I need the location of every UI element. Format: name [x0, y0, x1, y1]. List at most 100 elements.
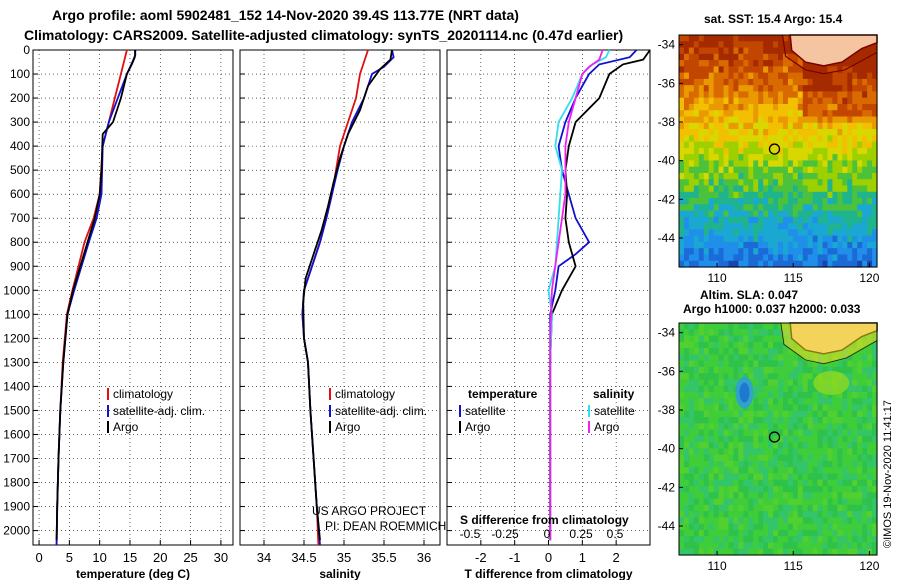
- map-cell: [847, 398, 853, 406]
- map-cell: [817, 504, 824, 512]
- map-cell: [773, 529, 779, 537]
- map-cell: [688, 172, 695, 180]
- map-cell: [827, 404, 834, 412]
- map-cell: [733, 216, 739, 224]
- map-cell: [713, 348, 720, 355]
- map-cell: [862, 366, 868, 374]
- map-cell: [797, 210, 804, 218]
- map-cell: [683, 373, 690, 381]
- map-cell: [738, 229, 744, 237]
- map-cell: [768, 41, 774, 49]
- map-cell: [837, 166, 843, 174]
- map-cell: [768, 536, 774, 544]
- map-cell: [817, 398, 824, 406]
- map-cell: [718, 141, 725, 149]
- map-cell: [787, 423, 794, 431]
- map-cell: [718, 35, 725, 42]
- map-cell: [718, 335, 725, 343]
- map-cell: [807, 198, 814, 205]
- map-cell: [698, 360, 705, 368]
- map-cell: [862, 185, 868, 193]
- map-cell: [862, 391, 868, 399]
- map-cell: [792, 467, 799, 475]
- map-cell: [738, 460, 744, 468]
- map-cell: [827, 504, 834, 512]
- map-cell: [718, 511, 725, 518]
- map-cell: [822, 423, 829, 431]
- map-cell: [698, 85, 705, 93]
- map-cell: [713, 404, 720, 412]
- map-cell: [852, 517, 858, 525]
- map-cell: [693, 448, 700, 456]
- map-cell: [797, 498, 804, 506]
- map-cell: [847, 467, 853, 475]
- map-cell: [748, 204, 754, 212]
- map-cell: [872, 435, 878, 443]
- map-cell: [773, 442, 779, 450]
- map-cell: [728, 391, 735, 399]
- map-cell: [743, 41, 749, 49]
- map-cell: [708, 548, 715, 556]
- legend-t-satellite-label: satellite: [465, 404, 506, 418]
- map-cell: [857, 254, 863, 262]
- map-cell: [857, 241, 863, 249]
- map-cell: [773, 517, 779, 525]
- map-cell: [807, 429, 814, 437]
- map-cell: [837, 78, 843, 86]
- map-cell: [738, 185, 744, 193]
- map-cell: [847, 254, 853, 262]
- map-cell: [782, 72, 789, 80]
- map-cell: [787, 191, 794, 199]
- map-cell: [743, 129, 749, 136]
- map-cell: [733, 147, 739, 155]
- map-cell: [713, 536, 720, 544]
- map-cell: [778, 147, 784, 155]
- map-cell: [688, 423, 695, 431]
- map-cell: [758, 110, 764, 118]
- map-cell: [748, 216, 754, 224]
- map-cell: [683, 191, 690, 199]
- map-cell: [832, 198, 838, 205]
- map-cell: [822, 473, 829, 481]
- map-cell: [773, 172, 779, 180]
- map-cell: [679, 523, 685, 531]
- map-cell: [713, 97, 720, 105]
- map-cell: [763, 204, 769, 212]
- map-cell: [817, 72, 824, 80]
- map-cell: [728, 517, 735, 525]
- map-cell: [703, 442, 710, 450]
- map-cell: [778, 248, 784, 256]
- map-cell: [679, 254, 685, 262]
- map-cell: [683, 529, 690, 537]
- map-cell: [822, 454, 829, 462]
- map-cell: [758, 486, 764, 493]
- map-cell: [802, 260, 809, 268]
- map-cell: [842, 366, 848, 374]
- map-cell: [683, 185, 690, 193]
- map-cell: [698, 160, 705, 168]
- map-cell: [847, 116, 853, 124]
- map-cell: [718, 248, 725, 256]
- map-cell: [738, 360, 744, 368]
- map-cell: [832, 241, 838, 249]
- map-cell: [763, 160, 769, 168]
- map-cell: [708, 147, 715, 155]
- map-cell: [733, 116, 739, 124]
- map-cell: [822, 122, 829, 130]
- map-cell: [733, 504, 739, 512]
- map-cell: [713, 542, 720, 550]
- map-cell: [847, 60, 853, 67]
- map-cell: [768, 448, 774, 456]
- map-cell: [827, 91, 834, 99]
- map-cell: [847, 517, 853, 525]
- map-cell: [698, 523, 705, 531]
- map-cell: [832, 110, 838, 118]
- map-cell: [698, 60, 705, 67]
- map-cell: [827, 72, 834, 80]
- map-cell: [802, 172, 809, 180]
- map-cell: [718, 172, 725, 180]
- map-cell: [698, 154, 705, 162]
- map-cell: [688, 160, 695, 168]
- map-cell: [708, 341, 715, 349]
- map-cell: [768, 348, 774, 355]
